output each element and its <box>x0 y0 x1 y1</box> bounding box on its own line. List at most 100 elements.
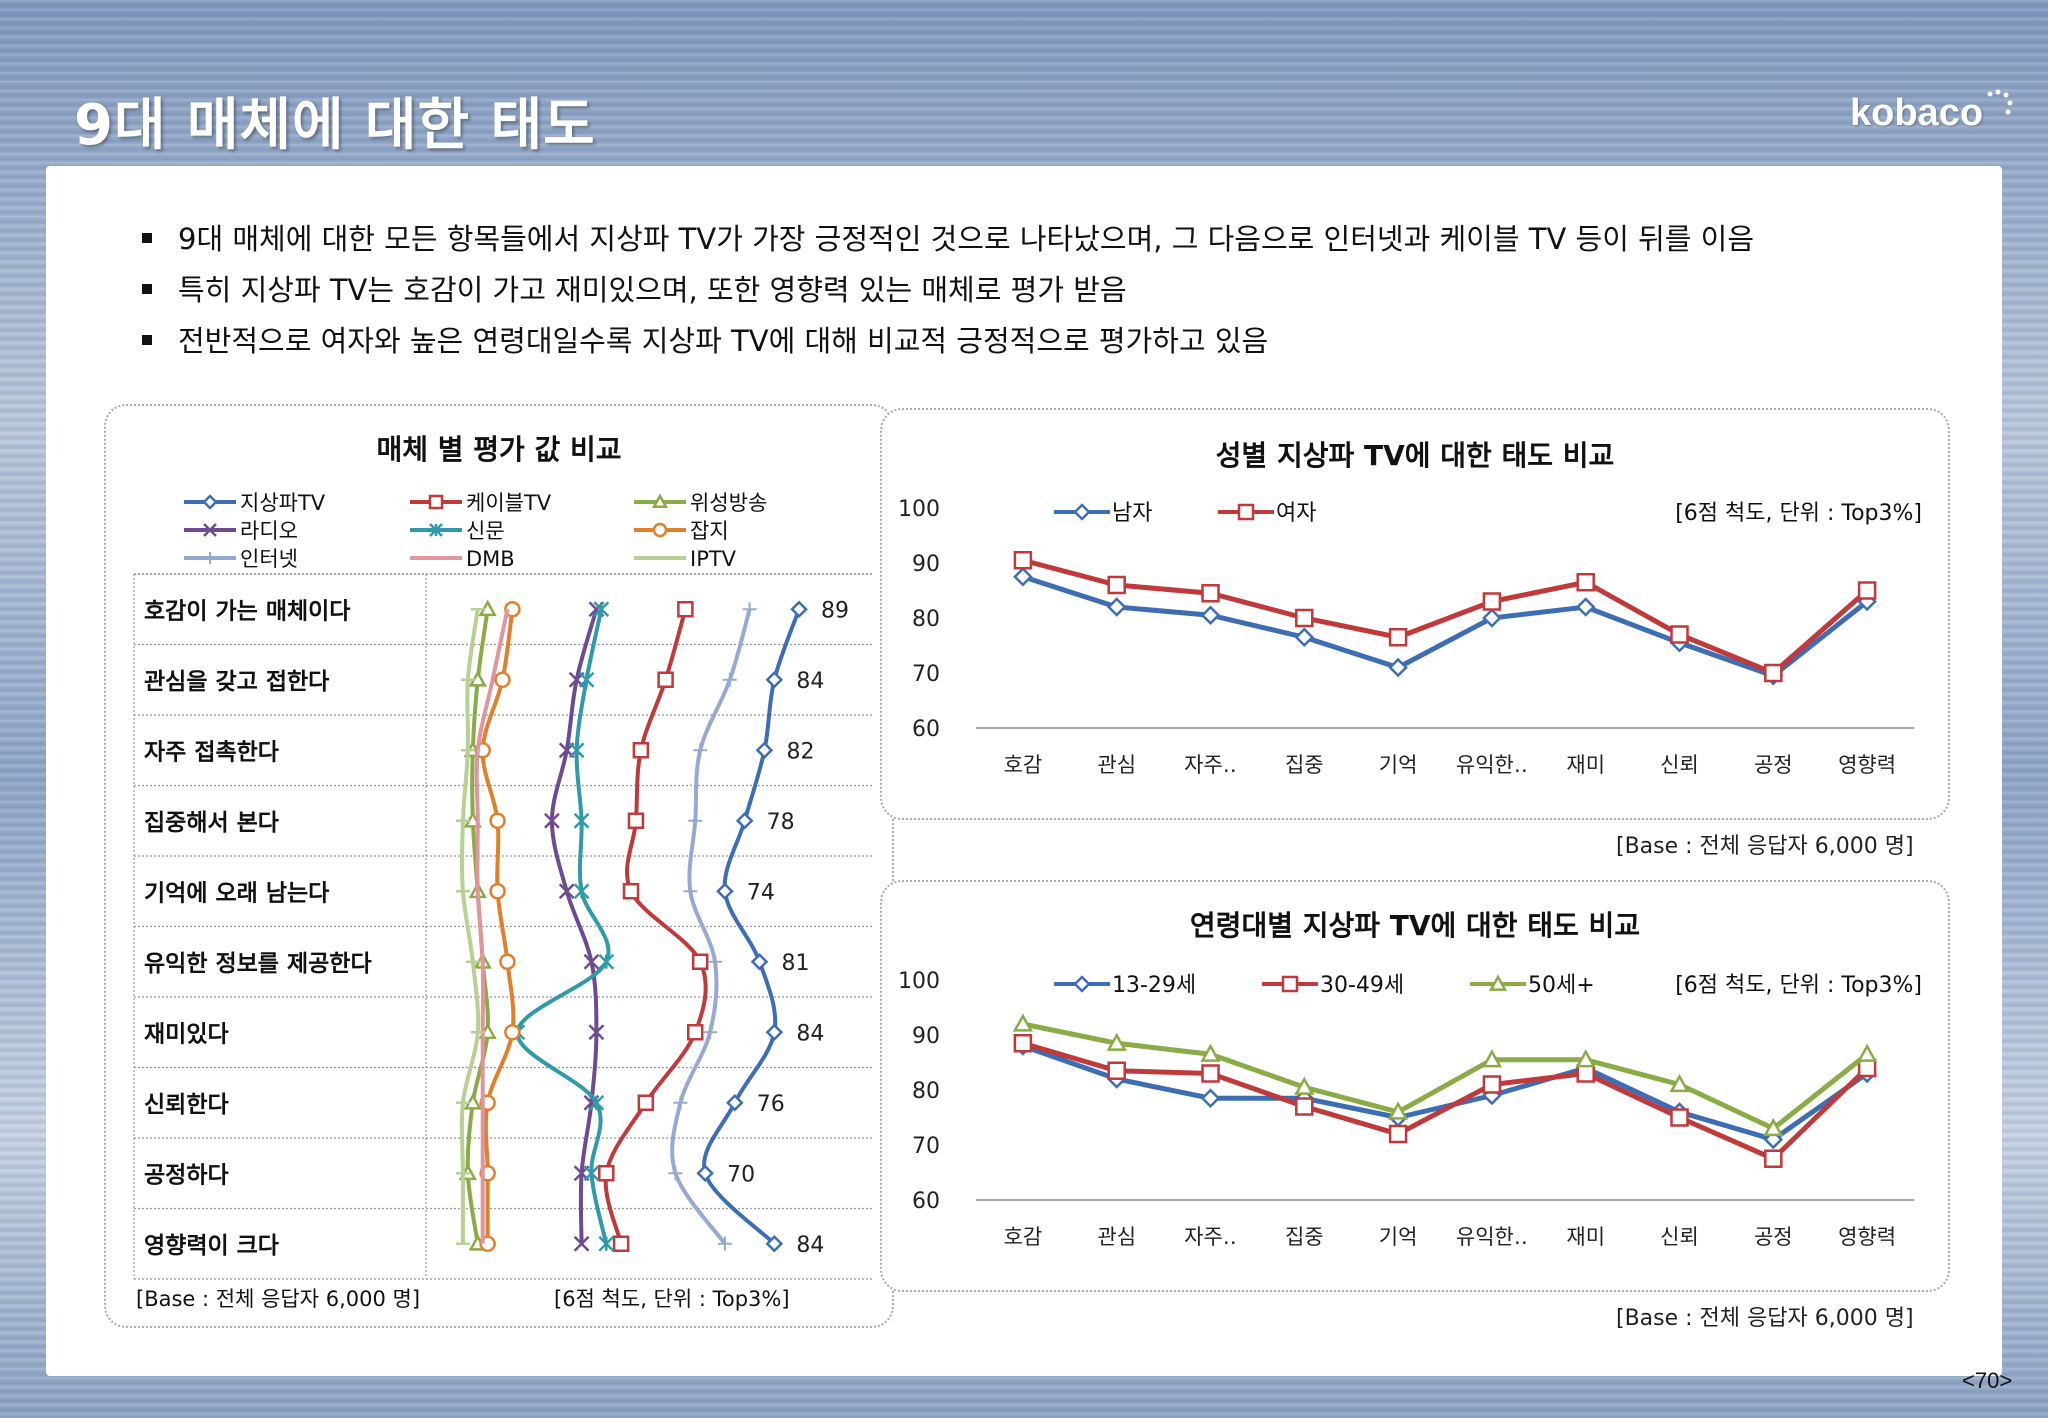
base-note: [Base : 전체 응답자 6,000 명] <box>1616 1306 1914 1331</box>
data-point-marker <box>1073 975 1091 993</box>
gender-chart-panel: 성별 지상파 TV에 대한 태도 비교 60 70 80 90 100 호감 관심 자주‥ 집중… <box>880 408 1950 820</box>
data-point-marker <box>1200 1088 1221 1109</box>
x-tick-label: 자주‥ <box>1184 1225 1237 1249</box>
data-point-marker <box>1013 1034 1033 1053</box>
series-케이블TV <box>598 601 709 1252</box>
data-point-marker <box>742 602 757 617</box>
legend-label: 잡지 <box>690 519 729 543</box>
legend-item: 지상파TV <box>184 491 326 515</box>
row-label: 집중해서 본다 <box>144 810 279 836</box>
data-label: 70 <box>727 1162 755 1187</box>
data-point-marker <box>708 954 723 969</box>
y-tick-label: 60 <box>912 1189 940 1214</box>
data-point-marker <box>204 552 216 564</box>
y-tick-label: 80 <box>912 1079 940 1104</box>
age-chart-panel: 연령대별 지상파 TV에 대한 태도 비교 60 70 80 90 100 호감 관심 자주‥… <box>880 880 1950 1292</box>
data-point-marker <box>588 1094 605 1111</box>
x-tick-label: 유익한‥ <box>1456 753 1528 777</box>
legend-label: 라디오 <box>240 519 298 543</box>
series-IPTV <box>455 608 485 1245</box>
data-point-marker <box>578 671 595 688</box>
legend-label: 인터넷 <box>240 547 298 571</box>
legend-label: 13-29세 <box>1112 973 1196 998</box>
row-label: 호감이 가는 매체이다 <box>144 598 350 624</box>
x-tick-label: 호감 <box>1004 753 1043 777</box>
data-point-marker <box>1576 573 1595 592</box>
series-line <box>480 608 516 1244</box>
x-tick-label: 유익한‥ <box>1456 1225 1528 1249</box>
data-point-marker <box>1013 551 1033 570</box>
data-point-marker <box>1575 1049 1596 1068</box>
x-tick-label: 재미 <box>1566 753 1605 777</box>
y-tick-label: 100 <box>898 497 940 522</box>
data-point-marker <box>429 523 443 537</box>
y-tick-label: 80 <box>912 607 940 632</box>
media-comparison-panel: 매체 별 평가 값 비교 지상파TV 케이블TV 위성방송 라디오 신문 잡지 인터넷 DMB… <box>104 404 894 1328</box>
data-point-marker <box>583 1165 600 1182</box>
data-point-marker <box>428 494 444 510</box>
data-point-marker <box>1575 597 1596 617</box>
chart-title: 성별 지상파 TV에 대한 태도 비교 <box>1215 439 1615 472</box>
x-tick-label: 신뢰 <box>1660 753 1699 777</box>
bullet-text: 특히 지상파 TV는 호감이 가고 재미있으며, 또한 영향력 있는 매체로 평… <box>178 273 1127 307</box>
data-point-marker <box>1295 608 1314 628</box>
x-tick-label: 재미 <box>1566 1225 1605 1249</box>
series-지상파TV <box>696 600 808 1253</box>
data-point-marker <box>1670 1108 1689 1127</box>
data-point-marker <box>1237 503 1255 521</box>
data-point-marker <box>1106 1032 1127 1051</box>
data-point-marker <box>716 882 734 901</box>
data-point-marker <box>1387 1101 1409 1120</box>
bullet-item: 특히 지상파 TV는 호감이 가고 재미있으며, 또한 영향력 있는 매체로 평… <box>142 267 1127 309</box>
data-point-marker <box>693 743 708 758</box>
scale-note: [6점 척도, 단위 : Top3%] <box>1675 973 1922 998</box>
data-point-marker <box>489 812 506 829</box>
legend-item: DMB <box>410 547 515 571</box>
x-tick-label: 공정 <box>1754 1225 1793 1249</box>
series-line <box>515 608 611 1245</box>
bullet-text: 전반적으로 여자와 높은 연령대일수록 지상파 TV에 대해 비교적 긍정적으로… <box>178 324 1269 358</box>
data-point-marker <box>1763 1117 1784 1137</box>
gender-line-chart: 60 70 80 90 100 호감 관심 자주‥ 집중 기억 유익한‥ 재미 신뢰 공정 영향력 남자 여자 [… <box>898 497 1922 777</box>
series-잡지 <box>474 601 521 1252</box>
data-point-marker <box>598 1165 615 1182</box>
legend-item: 남자 <box>1054 501 1152 526</box>
data-label: 82 <box>786 739 814 764</box>
data-point-marker <box>1295 1097 1314 1116</box>
series-line <box>1022 574 1869 679</box>
scale-note: [6점 척도, 단위 : Top3%] <box>1675 501 1922 526</box>
series-신문 <box>509 601 615 1252</box>
x-tick-label: 공정 <box>1754 753 1793 777</box>
age-line-chart: 60 70 80 90 100 호감 관심 자주‥ 집중 기억 유익한‥ 재미 신뢰 공정 영향력 13-29… <box>898 969 1922 1249</box>
bullet-text: 9대 매체에 대한 모든 항목들에서 지상파 TV가 가장 긍정적인 것으로 나… <box>178 222 1755 256</box>
data-point-marker <box>677 601 694 618</box>
x-tick-label: 신뢰 <box>1660 1225 1699 1249</box>
data-point-marker <box>1482 592 1502 611</box>
data-label: 84 <box>796 1233 824 1258</box>
data-point-marker <box>1482 608 1502 628</box>
x-tick-label: 집중 <box>1285 753 1324 777</box>
data-point-marker <box>735 811 754 830</box>
legend-item: IPTV <box>634 547 737 571</box>
data-point-marker <box>688 813 703 828</box>
data-point-marker <box>203 523 217 537</box>
data-point-marker <box>765 1234 784 1253</box>
data-label: 81 <box>782 951 810 976</box>
legend-item: 신문 <box>410 519 505 543</box>
bullet-item: 전반적으로 여자와 높은 연령대일수록 지상파 TV에 대해 비교적 긍정적으로… <box>142 318 1268 360</box>
chart-title: 매체 별 평가 값 비교 <box>376 433 622 466</box>
data-point-marker <box>652 522 668 538</box>
series-line <box>670 608 752 1245</box>
slide-title: 9대 매체에 대한 태도 <box>74 93 596 158</box>
bullet-marker <box>142 335 152 345</box>
scale-note: [6점 척도, 단위 : Top3%] <box>554 1287 790 1311</box>
data-point-marker <box>1281 975 1299 993</box>
legend-label: 여자 <box>1276 501 1316 526</box>
data-point-marker <box>504 601 521 618</box>
series-남자 <box>1013 566 1877 686</box>
y-tick-label: 90 <box>912 552 940 577</box>
series-50세+ <box>1012 1013 1878 1137</box>
x-tick-label: 호감 <box>1004 1225 1043 1249</box>
data-label: 78 <box>767 810 795 835</box>
y-tick-label: 60 <box>912 717 940 742</box>
